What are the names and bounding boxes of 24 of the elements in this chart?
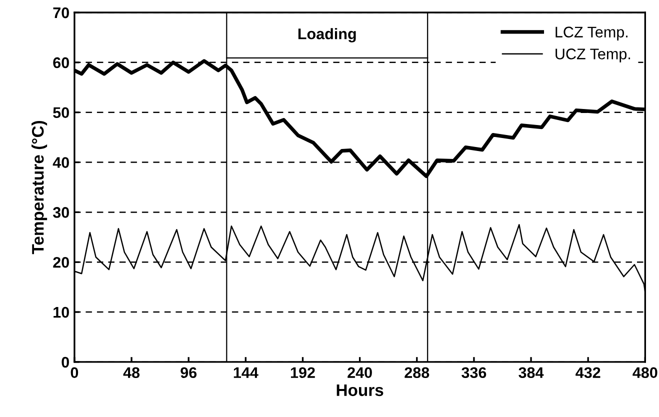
- x-tick-label: 288: [404, 367, 430, 378]
- x-tick-label: 48: [123, 367, 140, 378]
- x-tick-label: 336: [462, 367, 486, 378]
- y-tick-label: 60: [53, 57, 69, 68]
- x-axis-title: Hours: [336, 384, 384, 396]
- legend-label: LCZ Temp.: [556, 26, 628, 40]
- x-tick-label: 480: [632, 367, 658, 378]
- y-tick-label: 20: [53, 256, 69, 268]
- x-tick-label: 96: [180, 367, 197, 378]
- legend-label: UCZ Temp.: [556, 48, 630, 62]
- y-tick-label: 40: [52, 157, 69, 168]
- x-tick-label: 432: [576, 367, 600, 378]
- y-tick-label: 70: [53, 7, 69, 18]
- x-tick-label: 192: [290, 367, 315, 378]
- x-tick-label: 144: [234, 367, 258, 378]
- y-tick-label: 10: [54, 306, 69, 318]
- y-tick-label: 0: [62, 356, 69, 368]
- y-tick-label: 50: [53, 107, 69, 118]
- x-tick-label: 384: [518, 367, 544, 378]
- x-tick-label: 240: [348, 367, 372, 378]
- annotation: Loading: [298, 28, 356, 42]
- y-axis-title: Temperature (°C): [32, 120, 48, 254]
- y-tick-label: 30: [52, 207, 69, 218]
- x-tick-label: 0: [70, 367, 78, 378]
